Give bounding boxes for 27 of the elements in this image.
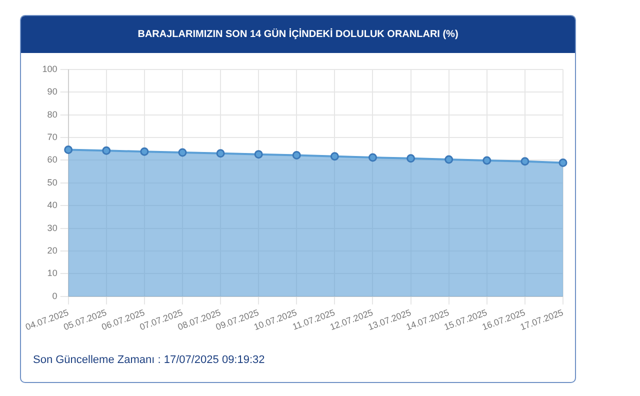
point [406, 154, 416, 163]
point [558, 158, 568, 167]
point [292, 150, 301, 160]
point [216, 149, 225, 158]
chart-title: BARAJLARIMIZIN SON 14 GÜN İÇİNDEKİ DOLULUK ORANLARI (%) [21, 16, 575, 53]
y-tick-label: 40 [47, 200, 58, 210]
point [140, 147, 149, 156]
y-tick-label: 50 [47, 177, 58, 188]
point [520, 157, 530, 166]
point [368, 153, 377, 162]
point [178, 148, 187, 157]
point [444, 155, 454, 164]
y-tick-label: 10 [47, 268, 58, 278]
point [254, 150, 263, 159]
point [102, 146, 111, 155]
y-tick-label: 30 [47, 222, 58, 233]
point [330, 152, 339, 161]
text: Son Güncelleme Zamanı : 17/07/2025 09:19:32 [33, 354, 265, 366]
y-tick-label: 20 [47, 246, 58, 256]
y-tick-label: 90 [47, 86, 58, 97]
point [482, 156, 492, 165]
y-tick-label: 70 [47, 132, 58, 142]
y-tick-label: 60 [47, 154, 58, 165]
y-tick-label: 0 [52, 290, 58, 301]
y-tick-label: 100 [42, 64, 58, 74]
y-tick-label: 80 [47, 109, 58, 120]
point [64, 146, 73, 154]
